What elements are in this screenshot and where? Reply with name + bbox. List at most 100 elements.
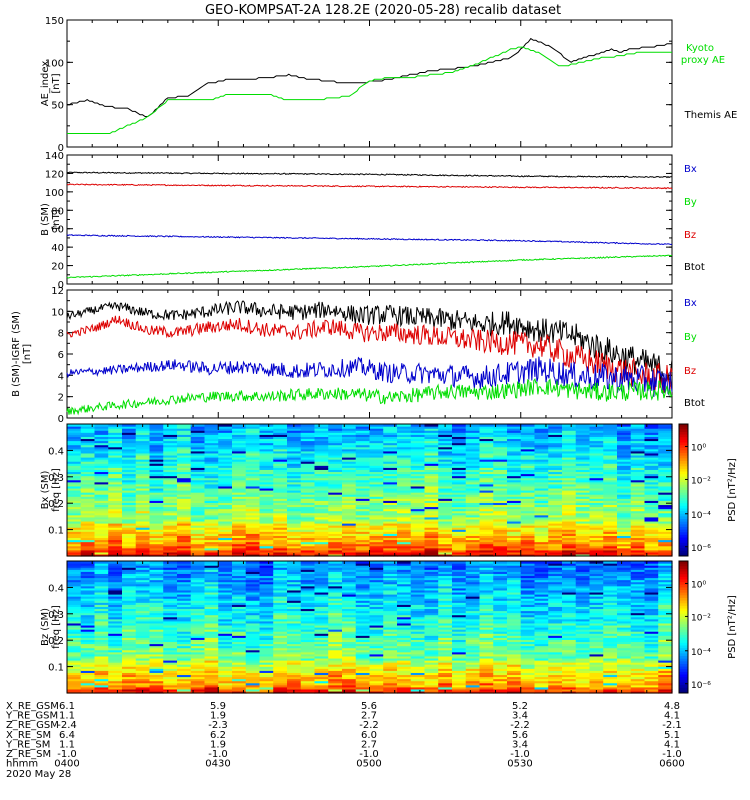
heatmap-cell [438,467,453,470]
heatmap-cell [300,633,316,636]
heatmap-cell [135,541,151,545]
heatmap-cell [410,469,426,473]
heatmap-cell [617,543,632,547]
heatmap-cell [328,432,343,435]
heatmap-cell [520,523,536,526]
heatmap-cell [493,426,508,429]
heatmap-cell [603,446,618,450]
heatmap-cell [355,585,371,589]
heatmap-cell [383,432,398,435]
heatmap-cell [589,485,604,489]
heatmap-cell [190,539,206,543]
heatmap-cell [589,547,604,551]
heatmap-cell [548,518,563,522]
heatmap-cell [135,430,151,433]
heatmap-cell [204,506,219,510]
heatmap-cell [369,635,384,638]
heatmap-cell [259,587,274,591]
heatmap-cell [300,620,316,624]
heatmap-cell [232,452,247,456]
heatmap-cell [122,547,137,551]
heatmap-cell [94,686,109,690]
heatmap-cell [520,498,536,501]
heatmap-cell [122,690,137,694]
heatmap-cell [342,502,357,506]
heatmap-cell [108,553,123,557]
heatmap-cell [232,651,247,655]
heatmap-cell [452,424,467,427]
heatmap-cell [644,520,659,524]
heatmap-cell [424,684,439,688]
heatmap-cell [562,496,577,499]
heatmap-cell [369,682,384,686]
heatmap-cell [369,529,384,532]
heatmap-cell [328,547,343,551]
heatmap-cell [424,639,439,643]
heatmap-cell [603,438,618,442]
heatmap-cell [438,469,453,473]
heatmap-cell [300,575,316,579]
heatmap-cell [383,688,398,692]
heatmap-cell [369,448,384,452]
heatmap-cell [314,531,329,534]
heatmap-cell [520,471,536,475]
heatmap-cell [342,492,357,495]
heatmap-cell [218,539,233,543]
heatmap-cell [287,444,302,448]
heatmap-cell [424,561,439,564]
heatmap-cell [658,514,673,518]
heatmap-cell [163,535,178,539]
heatmap-cell [259,473,274,477]
heatmap-cell [465,539,481,543]
heatmap-cell [355,506,371,510]
heatmap-cell [630,467,646,470]
heatmap-cell [245,589,261,593]
y-axis-label: [nT] [22,344,33,364]
heatmap-cell [575,547,591,551]
heatmap-cell [287,641,302,645]
heatmap-cell [314,537,329,541]
heatmap-cell [163,688,178,692]
heatmap-cell [424,426,439,429]
heatmap-cell [273,647,288,651]
heatmap-cell [328,649,343,653]
heatmap-cell [452,469,467,473]
heatmap-cell [410,527,426,530]
heatmap-cell [177,666,192,669]
heatmap-cell [424,498,439,501]
heatmap-cell [589,426,604,429]
heatmap-cell [287,651,302,655]
heatmap-cell [273,686,288,690]
heatmap-cell [149,448,164,452]
heatmap-cell [177,531,192,534]
heatmap-cell [617,545,632,549]
heatmap-cell [94,467,109,470]
heatmap-cell [190,647,206,651]
heatmap-cell [328,434,343,437]
heatmap-cell [438,448,453,452]
heatmap-cell [328,571,343,574]
heatmap-cell [67,653,82,657]
heatmap-cell [369,518,384,522]
heatmap-cell [410,670,426,673]
heatmap-cell [204,500,219,503]
heatmap-cell [658,541,673,545]
heatmap-cell [245,639,261,643]
heatmap-cell [204,676,219,680]
heatmap-cell [314,477,329,481]
heatmap-cell [452,479,467,483]
heatmap-cell [355,660,371,663]
heatmap-cell [108,487,123,491]
heatmap-cell [218,571,233,574]
heatmap-cell [562,436,577,440]
heatmap-cell [259,539,274,543]
heatmap-cell [603,452,618,456]
heatmap-cell [383,606,398,610]
heatmap-cell [190,608,206,612]
heatmap-cell [630,500,646,503]
heatmap-cell [287,426,302,429]
heatmap-cell [342,649,357,653]
heatmap-cell [397,434,412,437]
heatmap-cell [80,547,96,551]
heatmap-cell [424,635,439,638]
